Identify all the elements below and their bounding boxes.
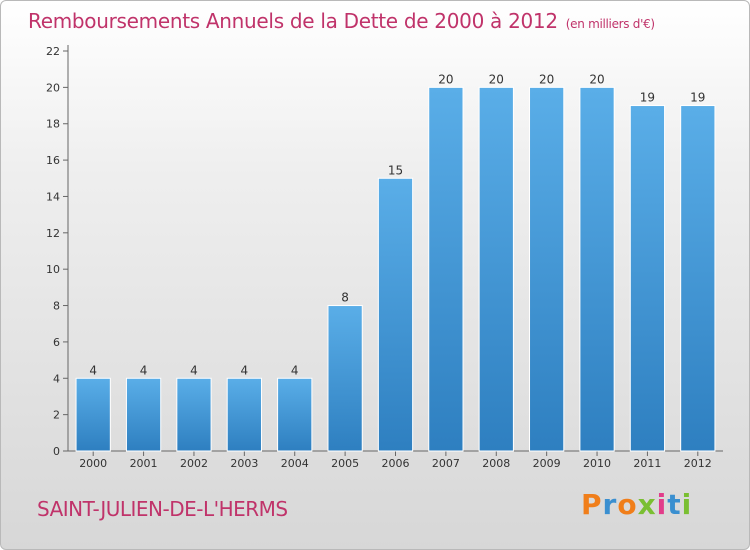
logo-letter: i xyxy=(681,488,693,521)
logo-letter: r xyxy=(602,488,618,521)
bar-2002 xyxy=(176,377,212,452)
bar-2007 xyxy=(428,86,464,452)
bar-2003 xyxy=(226,377,262,452)
bar-2005 xyxy=(327,305,363,452)
logo-letter: P xyxy=(581,488,603,521)
y-tick-label: 12 xyxy=(46,227,60,240)
logo-letter: t xyxy=(667,488,682,521)
bar-2000 xyxy=(75,377,111,452)
logo-letter: i xyxy=(656,488,668,521)
bar-value-label: 15 xyxy=(388,163,403,177)
bar-value-label: 4 xyxy=(190,363,198,377)
x-tick-label: 2000 xyxy=(79,457,107,470)
y-tick-label: 8 xyxy=(53,300,60,313)
bar-2012 xyxy=(680,105,716,452)
logo-letter: x xyxy=(637,488,657,521)
bar-value-label: 4 xyxy=(140,363,148,377)
y-tick-label: 2 xyxy=(53,409,60,422)
y-tick-label: 4 xyxy=(53,372,60,385)
bar-value-label: 20 xyxy=(438,72,453,86)
bar-value-label: 19 xyxy=(640,91,655,105)
bar-2006 xyxy=(377,177,414,452)
x-tick-label: 2002 xyxy=(180,457,208,470)
y-tick-label: 10 xyxy=(46,263,60,276)
x-tick-label: 2008 xyxy=(482,457,510,470)
bar-value-label: 4 xyxy=(89,363,97,377)
x-tick-label: 2009 xyxy=(533,457,561,470)
x-tick-label: 2003 xyxy=(230,457,258,470)
bar-value-label: 20 xyxy=(539,72,554,86)
bar-2008 xyxy=(478,86,514,452)
chart-title-text: Remboursements Annuels de la Dette de 20… xyxy=(28,9,558,33)
logo-letter: o xyxy=(617,488,638,521)
x-tick-label: 2012 xyxy=(684,457,712,470)
y-tick-label: 16 xyxy=(46,154,60,167)
y-tick-label: 6 xyxy=(53,336,60,349)
y-tick-label: 14 xyxy=(46,190,60,203)
x-tick-label: 2006 xyxy=(382,457,410,470)
y-tick-label: 22 xyxy=(46,45,60,58)
chart-unit: (en milliers d'€) xyxy=(565,17,655,31)
x-tick-label: 2007 xyxy=(432,457,460,470)
bar-value-label: 20 xyxy=(589,72,604,86)
bar-value-label: 19 xyxy=(690,91,705,105)
x-tick-label: 2011 xyxy=(633,457,661,470)
x-tick-label: 2001 xyxy=(130,457,158,470)
bar-2001 xyxy=(125,377,162,452)
bar-value-label: 20 xyxy=(489,72,504,86)
bar-value-label: 4 xyxy=(291,363,299,377)
bar-2010 xyxy=(579,86,615,452)
y-tick-label: 20 xyxy=(46,81,60,94)
x-tick-label: 2004 xyxy=(281,457,309,470)
proxiti-logo: Proxiti xyxy=(581,488,692,521)
bar-2011 xyxy=(629,105,666,452)
bar-value-label: 8 xyxy=(341,291,349,305)
bar-2004 xyxy=(277,377,313,452)
bar-2009 xyxy=(529,86,565,452)
x-tick-label: 2010 xyxy=(583,457,611,470)
chart-title: Remboursements Annuels de la Dette de 20… xyxy=(28,9,655,33)
commune-name: SAINT-JULIEN-DE-L'HERMS xyxy=(37,497,288,521)
y-tick-label: 0 xyxy=(53,445,60,458)
y-tick-label: 18 xyxy=(46,118,60,131)
bar-value-label: 4 xyxy=(241,363,249,377)
x-tick-label: 2005 xyxy=(331,457,359,470)
